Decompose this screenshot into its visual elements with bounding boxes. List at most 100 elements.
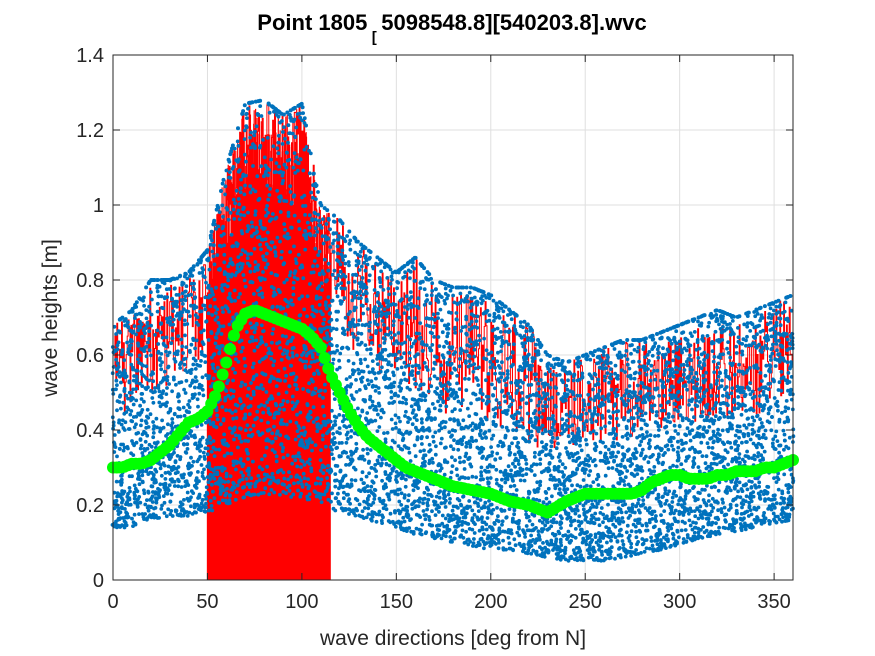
scatter-point: [250, 432, 255, 437]
scatter-point: [144, 308, 149, 312]
scatter-point: [359, 296, 363, 300]
scatter-point: [132, 425, 137, 430]
scatter-point: [399, 378, 404, 383]
scatter-point: [122, 489, 127, 494]
scatter-point: [457, 364, 462, 369]
scatter-point: [402, 519, 407, 524]
scatter-point: [323, 389, 327, 393]
scatter-point: [281, 422, 286, 426]
scatter-point: [509, 317, 514, 322]
scatter-point: [183, 391, 188, 395]
scatter-point: [333, 472, 338, 476]
scatter-point: [335, 318, 339, 322]
scatter-point: [454, 317, 459, 322]
scatter-point: [484, 527, 489, 532]
scatter-point: [246, 227, 251, 232]
scatter-point: [529, 469, 534, 473]
scatter-point: [511, 461, 515, 466]
scatter-point: [281, 445, 285, 450]
scatter-point: [156, 491, 161, 495]
scatter-point: [228, 257, 233, 261]
scatter-point: [549, 524, 554, 529]
scatter-point: [238, 190, 243, 195]
scatter-point: [199, 359, 203, 363]
scatter-point: [433, 452, 438, 457]
scatter-point: [380, 318, 385, 323]
scatter-point: [290, 407, 295, 411]
scatter-point: [504, 323, 509, 328]
scatter-point: [171, 322, 176, 327]
scatter-point: [251, 392, 256, 397]
scatter-point: [187, 510, 192, 515]
scatter-point: [476, 504, 481, 508]
scatter-point: [257, 478, 262, 482]
scatter-point: [175, 352, 180, 357]
scatter-point: [280, 449, 285, 454]
scatter-point: [365, 364, 370, 369]
scatter-point: [544, 496, 549, 501]
scatter-point: [366, 307, 370, 311]
scatter-point: [470, 516, 475, 520]
scatter-point: [203, 360, 208, 364]
scatter-point: [232, 288, 237, 293]
scatter-point: [491, 298, 496, 303]
scatter-point: [526, 514, 531, 519]
scatter-point: [219, 480, 224, 484]
scatter-point: [167, 287, 172, 291]
scatter-point: [555, 436, 560, 440]
scatter-point: [264, 355, 269, 359]
scatter-point: [135, 377, 139, 382]
scatter-point: [333, 508, 338, 513]
scatter-point: [175, 304, 179, 309]
scatter-point: [331, 431, 335, 436]
scatter-point: [371, 500, 376, 505]
scatter-point: [177, 399, 181, 404]
scatter-point: [274, 170, 278, 174]
scatter-point: [344, 463, 348, 467]
scatter-point: [434, 469, 438, 474]
scatter-point: [270, 240, 275, 245]
scatter-point: [520, 417, 524, 422]
scatter-point: [291, 454, 296, 459]
scatter-point: [267, 168, 272, 172]
scatter-point: [317, 219, 321, 223]
scatter-point: [300, 118, 304, 123]
scatter-point: [212, 454, 217, 458]
scatter-point: [532, 356, 537, 361]
scatter-point: [530, 522, 535, 527]
scatter-point: [203, 295, 208, 300]
scatter-point: [236, 126, 240, 131]
scatter-point: [411, 260, 415, 265]
scatter-point: [124, 410, 129, 414]
scatter-point: [411, 304, 416, 308]
scatter-point: [226, 264, 231, 269]
scatter-point: [282, 222, 287, 227]
scatter-point: [431, 324, 436, 329]
scatter-point: [166, 507, 171, 512]
scatter-point: [374, 329, 379, 333]
scatter-point: [459, 329, 463, 333]
scatter-point: [289, 363, 293, 368]
scatter-point: [486, 395, 491, 399]
scatter-point: [212, 297, 217, 302]
scatter-point: [171, 375, 176, 380]
scatter-point: [201, 328, 206, 333]
scatter-point: [235, 211, 240, 216]
scatter-point: [363, 386, 368, 391]
scatter-point: [365, 347, 369, 352]
scatter-point: [315, 429, 320, 434]
scatter-point: [119, 477, 124, 482]
scatter-point: [369, 335, 373, 340]
scatter-point: [556, 464, 561, 469]
scatter-point: [372, 493, 377, 498]
scatter-point: [420, 349, 425, 353]
scatter-point: [367, 273, 372, 278]
scatter-point: [200, 470, 205, 475]
scatter-point: [377, 425, 382, 429]
scatter-point: [155, 328, 160, 333]
scatter-point: [548, 385, 553, 390]
scatter-point: [114, 378, 119, 383]
scatter-point: [557, 487, 562, 491]
scatter-point: [291, 371, 296, 376]
scatter-point: [491, 356, 495, 361]
